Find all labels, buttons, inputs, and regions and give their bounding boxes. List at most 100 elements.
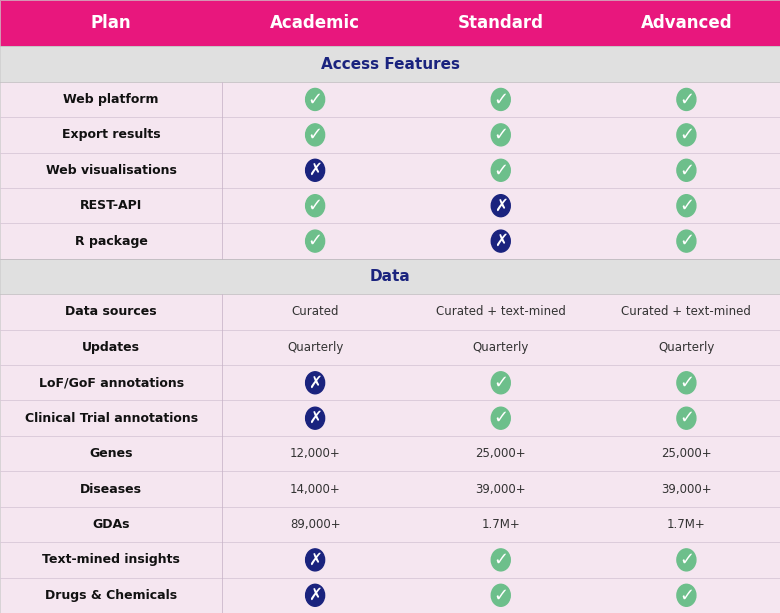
Text: ✓: ✓ <box>679 126 694 144</box>
Text: R package: R package <box>75 235 147 248</box>
Text: Diseases: Diseases <box>80 482 142 495</box>
Ellipse shape <box>491 88 510 110</box>
Bar <box>0 47 780 82</box>
Ellipse shape <box>306 584 324 606</box>
Ellipse shape <box>491 159 510 181</box>
Ellipse shape <box>677 195 696 217</box>
Bar <box>0 542 780 577</box>
Text: Web platform: Web platform <box>63 93 159 106</box>
Text: ✓: ✓ <box>679 586 694 604</box>
Text: ✓: ✓ <box>679 91 694 109</box>
Ellipse shape <box>306 549 324 571</box>
Text: GDAs: GDAs <box>92 518 130 531</box>
Text: 1.7M+: 1.7M+ <box>667 518 706 531</box>
Text: Plan: Plan <box>90 14 132 32</box>
Text: Advanced: Advanced <box>640 14 732 32</box>
Text: ✓: ✓ <box>493 91 509 109</box>
Ellipse shape <box>491 195 510 217</box>
Text: 14,000+: 14,000+ <box>289 482 341 495</box>
Text: ✓: ✓ <box>307 232 323 250</box>
Text: ✓: ✓ <box>493 551 509 569</box>
Text: 39,000+: 39,000+ <box>476 482 526 495</box>
Bar <box>0 223 780 259</box>
Text: ✓: ✓ <box>679 409 694 427</box>
Ellipse shape <box>677 371 696 394</box>
Ellipse shape <box>306 195 324 217</box>
Ellipse shape <box>677 407 696 429</box>
Ellipse shape <box>677 584 696 606</box>
Text: Updates: Updates <box>82 341 140 354</box>
Text: Data: Data <box>370 269 410 284</box>
Text: Standard: Standard <box>458 14 544 32</box>
Text: Drugs & Chemicals: Drugs & Chemicals <box>45 589 177 602</box>
Ellipse shape <box>491 230 510 252</box>
Ellipse shape <box>306 407 324 429</box>
Text: ✓: ✓ <box>493 374 509 392</box>
Bar <box>0 188 780 223</box>
Text: ✓: ✓ <box>307 91 323 109</box>
Text: Curated: Curated <box>292 305 339 318</box>
Ellipse shape <box>491 371 510 394</box>
Text: ✗: ✗ <box>494 232 508 250</box>
Text: ✗: ✗ <box>308 374 322 392</box>
Bar <box>0 507 780 542</box>
Bar <box>0 471 780 507</box>
Bar <box>0 0 780 47</box>
Text: ✓: ✓ <box>493 586 509 604</box>
Ellipse shape <box>491 407 510 429</box>
Text: ✗: ✗ <box>494 197 508 215</box>
Text: ✓: ✓ <box>679 197 694 215</box>
Bar <box>0 365 780 400</box>
Text: Curated + text-mined: Curated + text-mined <box>436 305 566 318</box>
Text: ✓: ✓ <box>307 126 323 144</box>
Text: Academic: Academic <box>270 14 360 32</box>
Text: Clinical Trial annotations: Clinical Trial annotations <box>25 412 197 425</box>
Ellipse shape <box>306 124 324 146</box>
Ellipse shape <box>306 230 324 252</box>
Bar <box>0 82 780 117</box>
Text: ✗: ✗ <box>308 586 322 604</box>
Ellipse shape <box>306 159 324 181</box>
Bar <box>0 436 780 471</box>
Text: ✓: ✓ <box>679 161 694 179</box>
Text: ✓: ✓ <box>307 197 323 215</box>
Text: Quarterly: Quarterly <box>658 341 714 354</box>
Text: ✗: ✗ <box>308 409 322 427</box>
Ellipse shape <box>491 549 510 571</box>
Text: 25,000+: 25,000+ <box>661 447 711 460</box>
Text: ✓: ✓ <box>493 161 509 179</box>
Ellipse shape <box>306 88 324 110</box>
Bar <box>0 117 780 153</box>
Bar <box>0 577 780 613</box>
Bar <box>0 259 780 294</box>
Text: ✗: ✗ <box>308 551 322 569</box>
Text: 1.7M+: 1.7M+ <box>481 518 520 531</box>
Text: Access Features: Access Features <box>321 56 459 72</box>
Text: 25,000+: 25,000+ <box>476 447 526 460</box>
Text: Export results: Export results <box>62 128 161 142</box>
Text: Quarterly: Quarterly <box>473 341 529 354</box>
Text: Text-mined insights: Text-mined insights <box>42 554 180 566</box>
Text: ✓: ✓ <box>493 126 509 144</box>
Text: Data sources: Data sources <box>66 305 157 318</box>
Text: ✓: ✓ <box>679 551 694 569</box>
Text: REST-API: REST-API <box>80 199 142 212</box>
Ellipse shape <box>491 124 510 146</box>
Text: ✓: ✓ <box>679 232 694 250</box>
Bar <box>0 294 780 330</box>
Text: ✓: ✓ <box>493 409 509 427</box>
Text: Curated + text-mined: Curated + text-mined <box>622 305 751 318</box>
Bar <box>0 153 780 188</box>
Text: ✓: ✓ <box>679 374 694 392</box>
Ellipse shape <box>677 230 696 252</box>
Ellipse shape <box>677 549 696 571</box>
Ellipse shape <box>491 584 510 606</box>
Text: Quarterly: Quarterly <box>287 341 343 354</box>
Bar <box>0 400 780 436</box>
Text: 12,000+: 12,000+ <box>289 447 341 460</box>
Ellipse shape <box>306 371 324 394</box>
Ellipse shape <box>677 159 696 181</box>
Text: LoF/GoF annotations: LoF/GoF annotations <box>38 376 184 389</box>
Ellipse shape <box>677 88 696 110</box>
Text: 89,000+: 89,000+ <box>290 518 340 531</box>
